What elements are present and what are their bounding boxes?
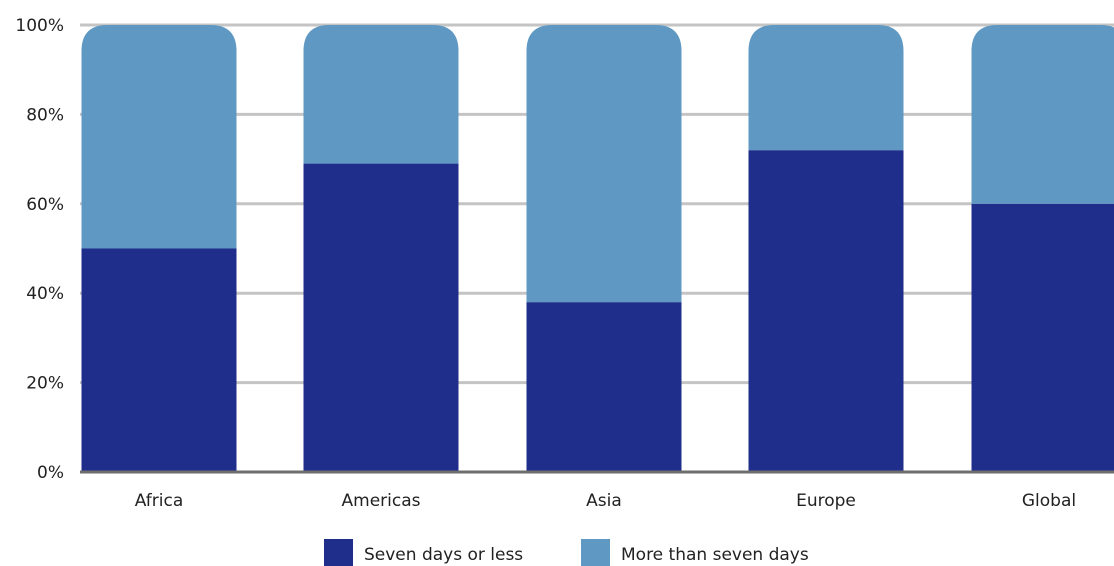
x-tick-label: Europe <box>796 491 856 511</box>
y-tick-label: 60% <box>26 195 64 215</box>
bar-segment <box>748 25 904 151</box>
x-axis-category-labels: Africa Americas Asia Europe Global <box>135 491 1076 511</box>
y-tick-label: 20% <box>26 374 64 394</box>
bar-segment <box>526 302 682 472</box>
bar-segment <box>81 25 237 249</box>
legend-swatch <box>324 539 353 566</box>
bar-segment <box>526 25 682 303</box>
bar-segment <box>303 25 459 164</box>
x-tick-label: Global <box>1022 491 1076 511</box>
y-tick-label: 0% <box>37 463 64 483</box>
x-tick-label: Africa <box>135 491 184 511</box>
y-tick-label: 40% <box>26 284 64 304</box>
legend-swatch <box>581 539 610 566</box>
legend-label: More than seven days <box>621 545 809 565</box>
bars <box>81 25 1114 473</box>
bar-segment <box>971 203 1114 473</box>
bar-segment <box>748 150 904 472</box>
bar-segment <box>971 25 1114 204</box>
x-tick-label: Americas <box>342 491 421 511</box>
y-tick-label: 100% <box>15 16 64 36</box>
bar-segment <box>81 248 237 472</box>
y-tick-label: 80% <box>26 105 64 125</box>
y-axis-tick-labels: 0% 20% 40% 60% 80% 100% <box>15 16 64 483</box>
x-tick-label: Asia <box>586 491 622 511</box>
bar-segment <box>303 163 459 472</box>
legend: Seven days or less More than seven days <box>324 539 809 566</box>
legend-label: Seven days or less <box>364 545 523 565</box>
